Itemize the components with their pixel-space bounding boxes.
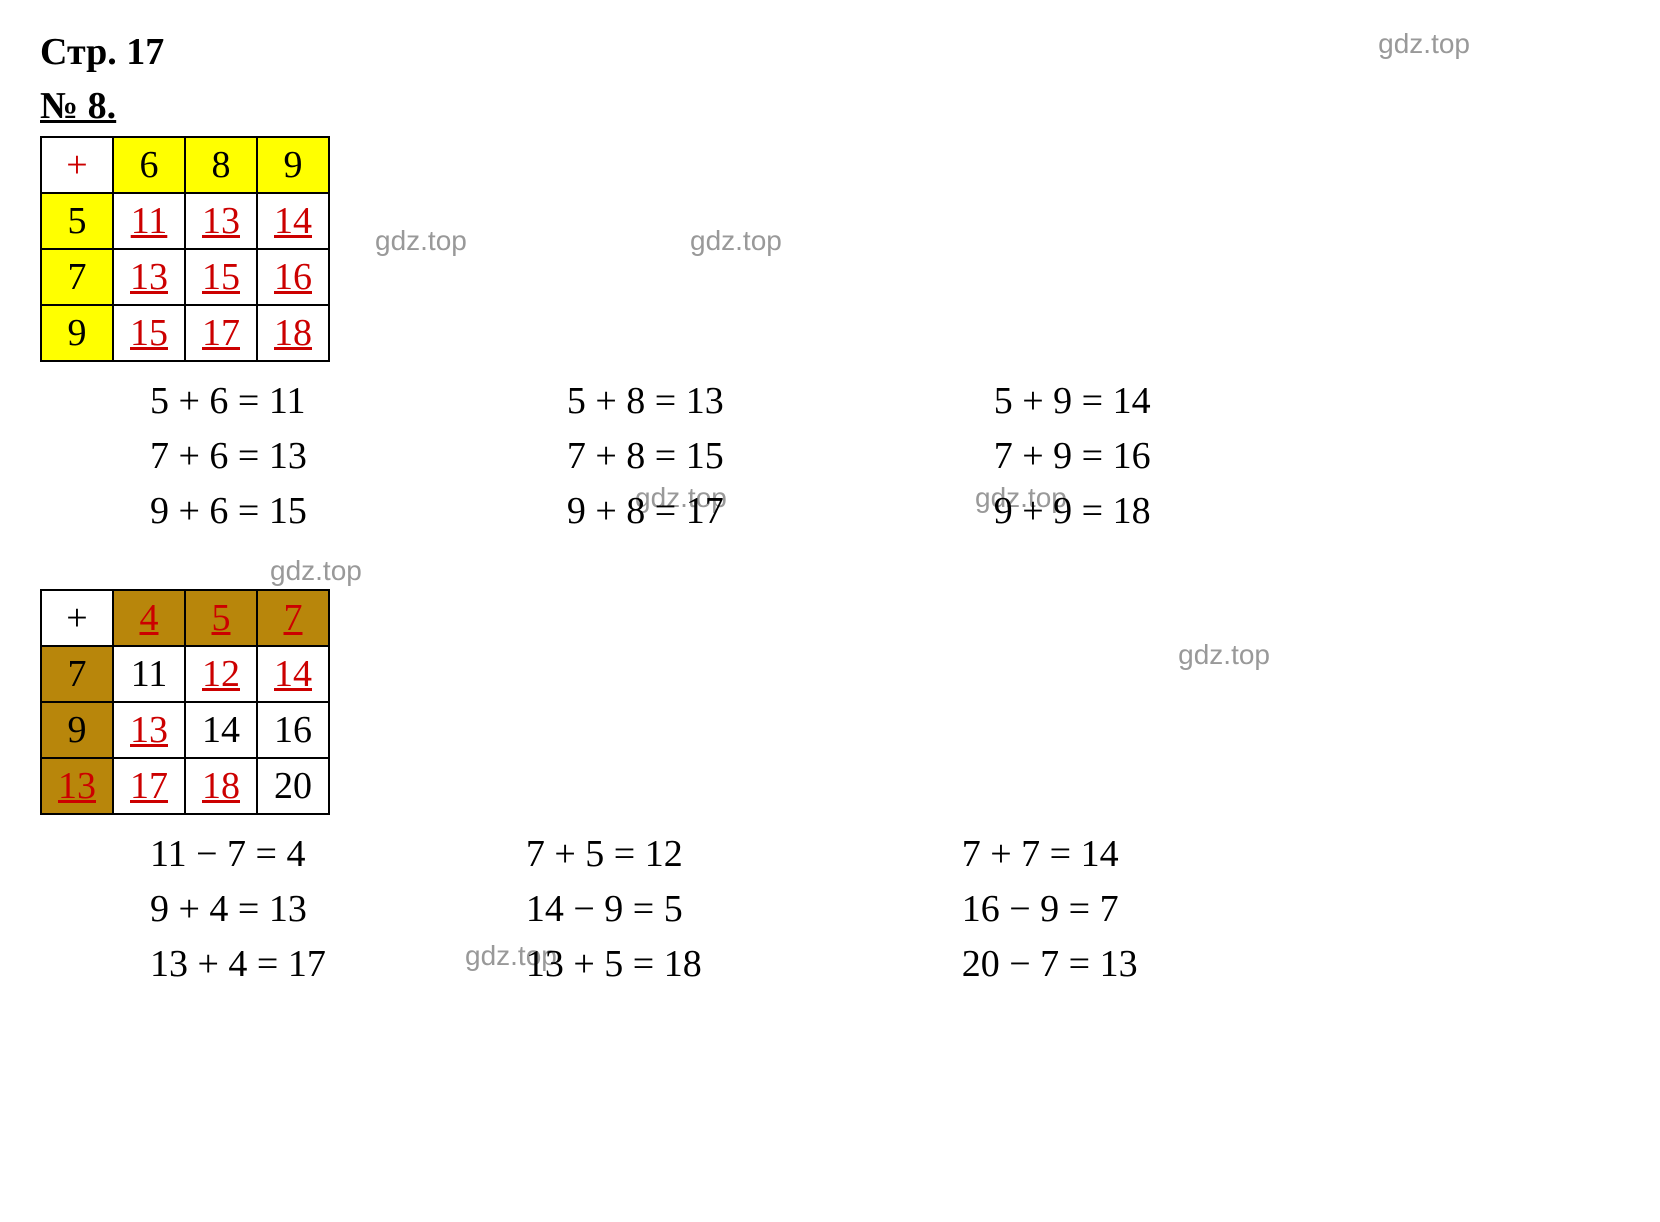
problem-number: № 8. [40,84,1620,128]
col-header: 6 [113,137,185,193]
table-cell: 12 [185,646,257,702]
equation: 11 − 7 = 4 [150,827,326,882]
row-header: 9 [41,305,113,361]
page-reference: Стр. 17 [40,30,164,74]
equation: 9 + 4 = 13 [150,882,326,937]
equation-column: 7 + 7 = 14 16 − 9 = 7 20 − 7 = 13 [962,827,1138,992]
table-cell: 14 [257,646,329,702]
equation: 16 − 9 = 7 [962,882,1138,937]
equation: 9 + 6 = 15 [150,484,307,539]
watermark: gdz.top [1378,28,1470,60]
col-header: 4 [113,590,185,646]
equation: 7 + 5 = 12 [526,827,702,882]
table-cell: 20 [257,758,329,814]
equation-column: 7 + 5 = 12 14 − 9 = 5 13 + 5 = 18 [526,827,702,992]
table-cell: 17 [185,305,257,361]
equation: 9 + 8 = 17 [567,484,724,539]
equation-column: 5 + 9 = 14 7 + 9 = 16 9 + 9 = 18 [994,374,1151,539]
table-cell: 13 [113,249,185,305]
equation: 20 − 7 = 13 [962,937,1138,992]
row-header: 7 [41,646,113,702]
table-cell: 16 [257,702,329,758]
table-cell: 18 [185,758,257,814]
col-header: 8 [185,137,257,193]
equation: 7 + 8 = 15 [567,429,724,484]
equation: 14 − 9 = 5 [526,882,702,937]
table-cell: 13 [185,193,257,249]
table-cell: 18 [257,305,329,361]
equation-column: 11 − 7 = 4 9 + 4 = 13 13 + 4 = 17 [150,827,326,992]
equation: 7 + 9 = 16 [994,429,1151,484]
col-header: 7 [257,590,329,646]
equations-row-2: 11 − 7 = 4 9 + 4 = 13 13 + 4 = 17 7 + 5 … [40,827,1620,992]
table-cell: 11 [113,193,185,249]
table-symbol: + [41,137,113,193]
equation-column: 5 + 8 = 13 7 + 8 = 15 9 + 8 = 17 [567,374,724,539]
table-cell: 14 [257,193,329,249]
table-symbol: + [41,590,113,646]
section-1: + 6 8 9 5 11 13 14 7 13 15 16 9 15 17 18… [40,136,1620,539]
table-cell: 11 [113,646,185,702]
addition-table-1: + 6 8 9 5 11 13 14 7 13 15 16 9 15 17 18 [40,136,330,362]
addition-table-2: + 4 5 7 7 11 12 14 9 13 14 16 13 17 18 2… [40,589,330,815]
equation: 7 + 6 = 13 [150,429,307,484]
equations-row-1: 5 + 6 = 11 7 + 6 = 13 9 + 6 = 15 5 + 8 =… [40,374,1620,539]
table-cell: 17 [113,758,185,814]
row-header: 5 [41,193,113,249]
watermark: gdz.top [1178,639,1270,671]
section-2: gdz.top + 4 5 7 7 11 12 14 9 13 14 16 13… [40,589,1620,992]
equation: 13 + 5 = 18 [526,937,702,992]
watermark: gdz.top [270,555,362,587]
row-header: 9 [41,702,113,758]
col-header: 5 [185,590,257,646]
table-cell: 15 [113,305,185,361]
equation: 5 + 9 = 14 [994,374,1151,429]
equation: 13 + 4 = 17 [150,937,326,992]
table-cell: 13 [113,702,185,758]
equation: 7 + 7 = 14 [962,827,1138,882]
equation: 5 + 8 = 13 [567,374,724,429]
table-cell: 15 [185,249,257,305]
equation: 5 + 6 = 11 [150,374,307,429]
table-cell: 16 [257,249,329,305]
equation-column: 5 + 6 = 11 7 + 6 = 13 9 + 6 = 15 [150,374,307,539]
row-header: 7 [41,249,113,305]
table-cell: 14 [185,702,257,758]
row-header: 13 [41,758,113,814]
equation: 9 + 9 = 18 [994,484,1151,539]
col-header: 9 [257,137,329,193]
